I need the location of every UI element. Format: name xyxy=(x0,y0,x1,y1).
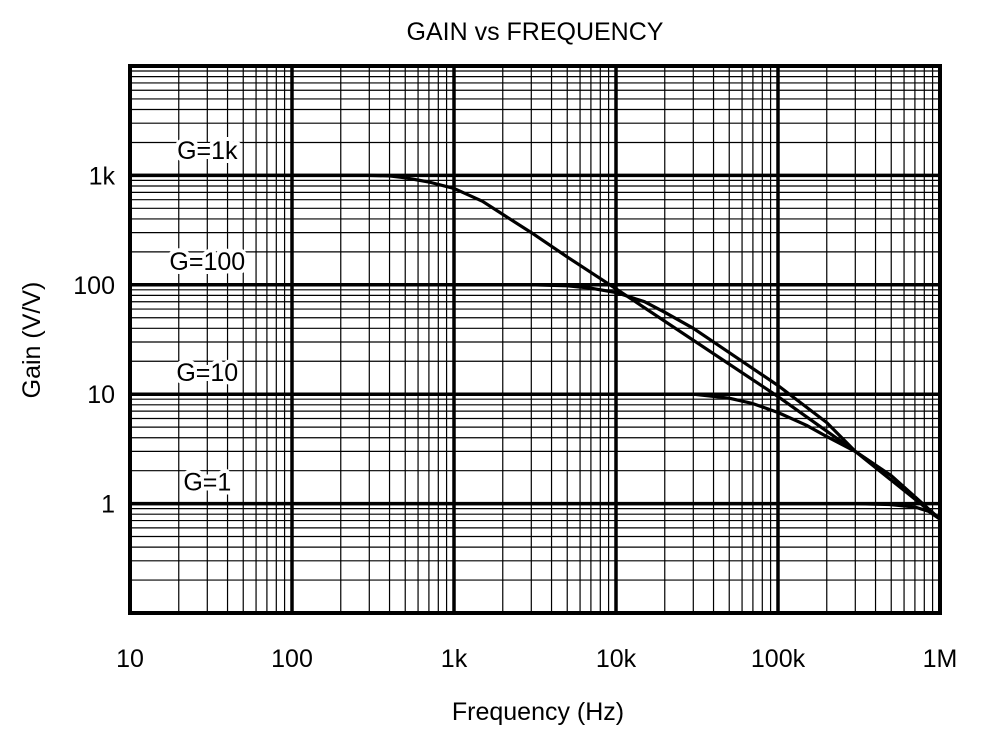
y-axis-label: Gain (V/V) xyxy=(18,282,46,399)
y-tick-label: 1 xyxy=(101,491,115,519)
x-tick-label: 10k xyxy=(596,645,637,673)
series-line-g-1k xyxy=(130,173,941,521)
x-tick-label: 100k xyxy=(751,645,806,673)
y-tick-label: 100 xyxy=(73,272,115,300)
series-annotation-label: G=1 xyxy=(183,468,231,496)
x-axis-label: Frequency (Hz) xyxy=(452,698,624,726)
y-tick-label: 1k xyxy=(89,162,116,190)
tick-labels: 10 100 1k 10k 100k 1M 1 10 100 1k xyxy=(73,162,957,673)
series-line-g-10 xyxy=(130,392,942,521)
series-annotations: G=1k G=100 G=10 G=1 xyxy=(165,133,249,500)
x-tick-label: 10 xyxy=(116,645,144,673)
series-lines xyxy=(130,173,942,521)
x-tick-label: 100 xyxy=(271,645,313,673)
y-tick-label: 10 xyxy=(87,381,115,409)
grid xyxy=(130,66,940,613)
series-annotation-label: G=10 xyxy=(176,359,238,387)
plot-frame xyxy=(128,64,942,615)
x-tick-label: 1M xyxy=(923,645,958,673)
x-tick-label: 1k xyxy=(441,645,468,673)
series-annotation-label: G=100 xyxy=(169,248,245,276)
series-annotation-label: G=1k xyxy=(177,137,238,165)
chart-title: GAIN vs FREQUENCY xyxy=(407,18,664,46)
series-line-g-1 xyxy=(130,502,941,521)
series-line-g-100 xyxy=(130,283,942,521)
